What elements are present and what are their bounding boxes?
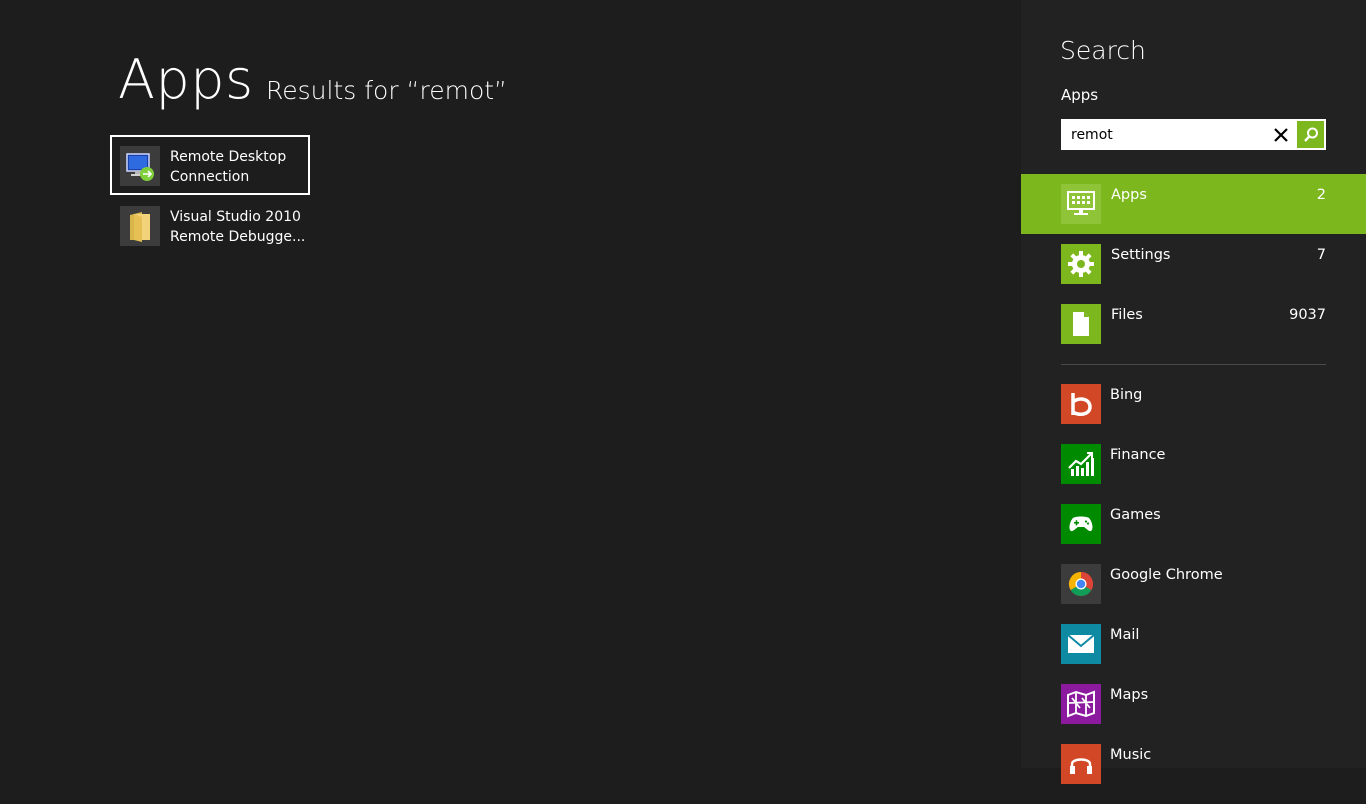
search-box	[1061, 119, 1326, 150]
app-item-bing[interactable]: Bing	[1021, 384, 1366, 444]
bing-icon	[1061, 384, 1101, 424]
app-label: Google Chrome	[1110, 567, 1223, 583]
result-label: Remote Desktop Connection	[170, 149, 287, 185]
app-label: Finance	[1110, 447, 1166, 463]
scope-label: Apps	[1111, 187, 1147, 203]
page-title: Apps	[118, 48, 254, 111]
search-icon[interactable]	[1297, 121, 1324, 148]
gear-icon	[1061, 244, 1101, 284]
app-label: Maps	[1110, 687, 1149, 703]
search-pane-title: Search	[1060, 36, 1146, 65]
results-subtitle: Results for “remot”	[266, 76, 508, 105]
app-item-games[interactable]: Games	[1021, 504, 1366, 564]
close-icon[interactable]	[1266, 119, 1296, 150]
scope-count: 7	[1316, 247, 1326, 263]
finance-icon	[1061, 444, 1101, 484]
app-label: Bing	[1110, 387, 1143, 403]
search-pane: Search Apps	[1021, 0, 1366, 784]
app-item-mail[interactable]: Mail	[1021, 624, 1366, 684]
headphones-icon	[1061, 744, 1101, 784]
app-item-music[interactable]: Music	[1021, 744, 1366, 804]
map-icon	[1061, 684, 1101, 724]
scope-settings[interactable]: Settings 7	[1021, 234, 1366, 294]
result-label: Visual Studio 2010 Remote Debugge...	[170, 209, 306, 245]
scope-count: 9037	[1289, 307, 1326, 323]
result-vs-remote-debugger[interactable]: Visual Studio 2010 Remote Debugge...	[110, 195, 310, 255]
scope-count: 2	[1316, 187, 1326, 203]
app-item-maps[interactable]: Maps	[1021, 684, 1366, 744]
scope-files[interactable]: Files 9037	[1021, 294, 1366, 354]
search-scope-label: Apps	[1061, 86, 1099, 104]
app-label: Games	[1110, 507, 1161, 523]
app-label: Music	[1110, 747, 1152, 763]
scope-apps[interactable]: Apps 2	[1021, 174, 1366, 234]
app-results-area: Apps Results for “remot” Remote Desktop …	[110, 48, 508, 255]
scope-label: Settings	[1111, 247, 1171, 263]
chrome-icon	[1061, 564, 1101, 604]
file-icon	[1061, 304, 1101, 344]
scope-label: Files	[1111, 307, 1143, 323]
folder-icon	[120, 206, 160, 246]
mail-icon	[1061, 624, 1101, 664]
divider	[1061, 364, 1326, 365]
app-item-google-chrome[interactable]: Google Chrome	[1021, 564, 1366, 624]
result-remote-desktop[interactable]: Remote Desktop Connection	[110, 135, 310, 195]
app-label: Mail	[1110, 627, 1140, 643]
gamepad-icon	[1061, 504, 1101, 544]
remote-desktop-icon	[120, 146, 160, 186]
apps-icon	[1061, 184, 1101, 224]
app-item-finance[interactable]: Finance	[1021, 444, 1366, 504]
search-input[interactable]	[1061, 119, 1261, 150]
